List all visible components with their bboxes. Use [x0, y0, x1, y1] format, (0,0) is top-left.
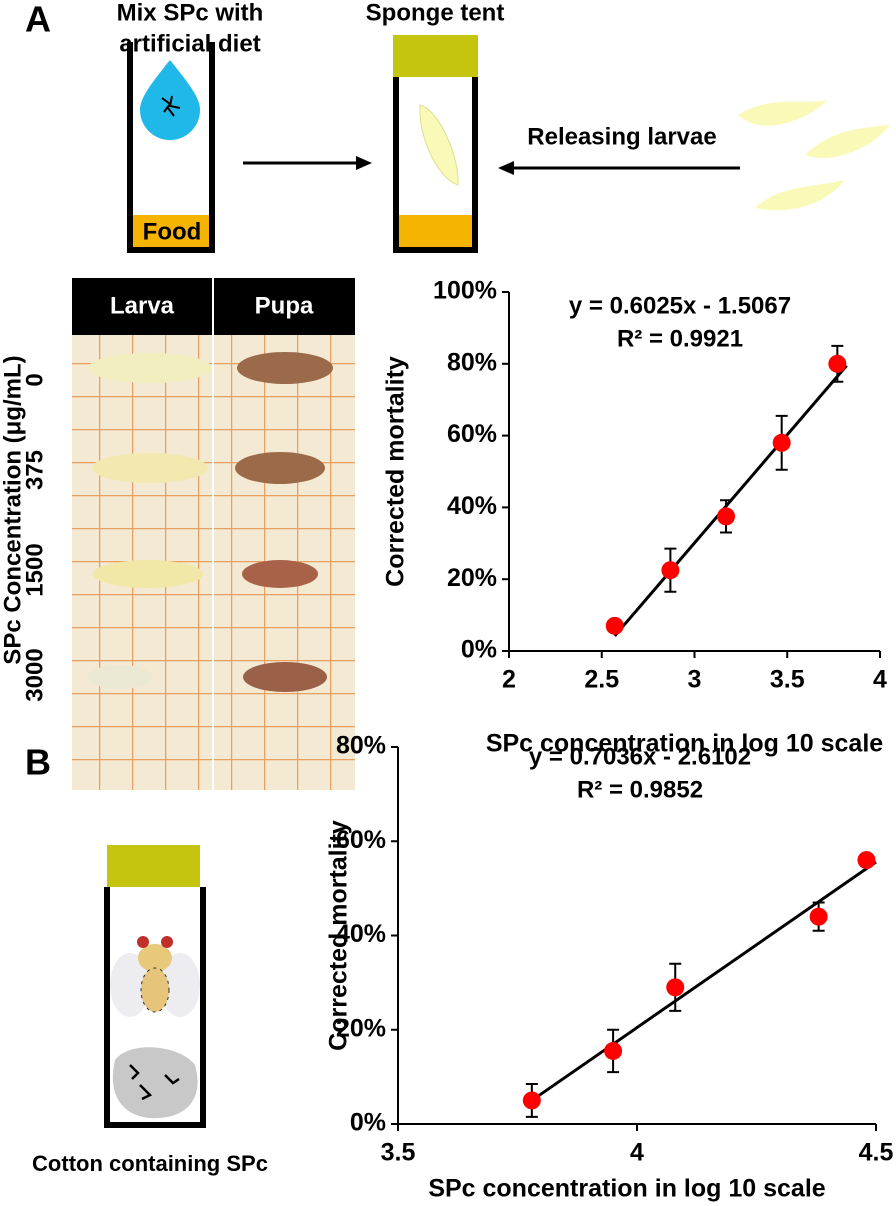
- tube: [393, 77, 478, 253]
- larva: [88, 353, 212, 383]
- point: [828, 354, 847, 373]
- food: [396, 215, 475, 250]
- row-label: 1500: [21, 543, 48, 596]
- larva: [92, 453, 208, 483]
- x-tick-label: 3: [688, 666, 702, 694]
- fly-eye: [161, 936, 173, 948]
- y-tick-label: 60%: [336, 826, 386, 854]
- y-tick-label: 80%: [336, 732, 386, 760]
- food: [130, 215, 212, 250]
- y-tick-label: 0%: [350, 1109, 386, 1137]
- axis-label: SPc Concentration (μg/mL): [0, 355, 26, 664]
- tube: [104, 887, 206, 1128]
- larva: [738, 100, 828, 126]
- point: [809, 907, 828, 926]
- larva: [419, 104, 459, 186]
- annotation: R² = 0.9921: [617, 325, 743, 352]
- row-label: 3000: [21, 648, 48, 701]
- arrowhead: [498, 161, 514, 175]
- x-tick-label: 2.5: [584, 666, 619, 694]
- y-tick-label: 20%: [336, 1014, 386, 1042]
- pupa: [237, 352, 333, 384]
- sponge: [107, 845, 200, 887]
- x-tick-label: 3.5: [770, 666, 805, 694]
- fly-wing: [110, 953, 150, 1017]
- larva: [88, 665, 152, 689]
- panel-label: A: [25, 0, 51, 40]
- annotation: y = 0.6025x - 1.5067: [569, 292, 791, 319]
- sponge: [393, 35, 478, 77]
- cotton: [112, 1047, 198, 1119]
- larva: [805, 125, 890, 159]
- row-label: 375: [21, 450, 48, 490]
- step-text: Mix SPc with: [117, 0, 264, 26]
- food-label: Food: [143, 218, 202, 245]
- y-tick-label: 40%: [336, 920, 386, 948]
- y-tick-label: 60%: [447, 420, 497, 448]
- point: [605, 616, 624, 635]
- particle: [161, 95, 181, 117]
- y-tick-label: 100%: [433, 277, 497, 305]
- x-tick-label: 2: [502, 666, 516, 694]
- y-axis-label: Corrected mortality: [325, 820, 353, 1051]
- column-label: Pupa: [255, 292, 314, 319]
- x-tick-label: 4: [630, 1139, 644, 1167]
- y-tick-label: 40%: [447, 492, 497, 520]
- x-tick-label: 4: [873, 666, 887, 694]
- step-text: Sponge tent: [366, 0, 505, 26]
- column-label: Larva: [110, 292, 175, 319]
- specimens: [88, 352, 333, 692]
- y-tick-label: 0%: [461, 636, 497, 664]
- fly-eye: [137, 936, 149, 948]
- point: [666, 978, 685, 997]
- point: [772, 433, 791, 452]
- pupa: [242, 560, 318, 588]
- step-text: Releasing larvae: [527, 123, 716, 150]
- x-axis-label: SPc concentration in log 10 scale: [428, 1175, 825, 1203]
- particle: [129, 1064, 180, 1101]
- annotation: R² = 0.9852: [577, 776, 703, 803]
- x-tick-label: 3.5: [381, 1139, 416, 1167]
- annotation: y = 0.7036x - 2.6102: [529, 743, 751, 770]
- fly-thorax: [138, 944, 172, 972]
- tube: [127, 42, 215, 253]
- y-tick-label: 20%: [447, 564, 497, 592]
- point: [717, 507, 736, 526]
- fly-wing: [160, 953, 200, 1017]
- fly-abdomen: [140, 967, 170, 1013]
- point: [604, 1041, 623, 1060]
- y-tick-label: 80%: [447, 348, 497, 376]
- x-axis-label: SPc concentration in log 10 scale: [486, 730, 883, 758]
- step-text: artificial diet: [119, 30, 260, 57]
- trendline: [530, 860, 877, 1102]
- point: [661, 561, 680, 580]
- larva: [93, 560, 203, 588]
- x-tick-label: 4.5: [859, 1139, 894, 1167]
- pupa: [235, 452, 325, 484]
- y-axis-label: Corrected mortality: [382, 356, 410, 587]
- row-label: 0: [21, 373, 48, 386]
- panel-label: B: [25, 742, 51, 783]
- pupa: [243, 662, 327, 692]
- point: [857, 851, 876, 870]
- arrowhead: [356, 156, 372, 170]
- point: [522, 1091, 541, 1110]
- larva: [755, 180, 845, 211]
- caption: Cotton containing SPc: [32, 1151, 268, 1176]
- drop: [140, 60, 200, 140]
